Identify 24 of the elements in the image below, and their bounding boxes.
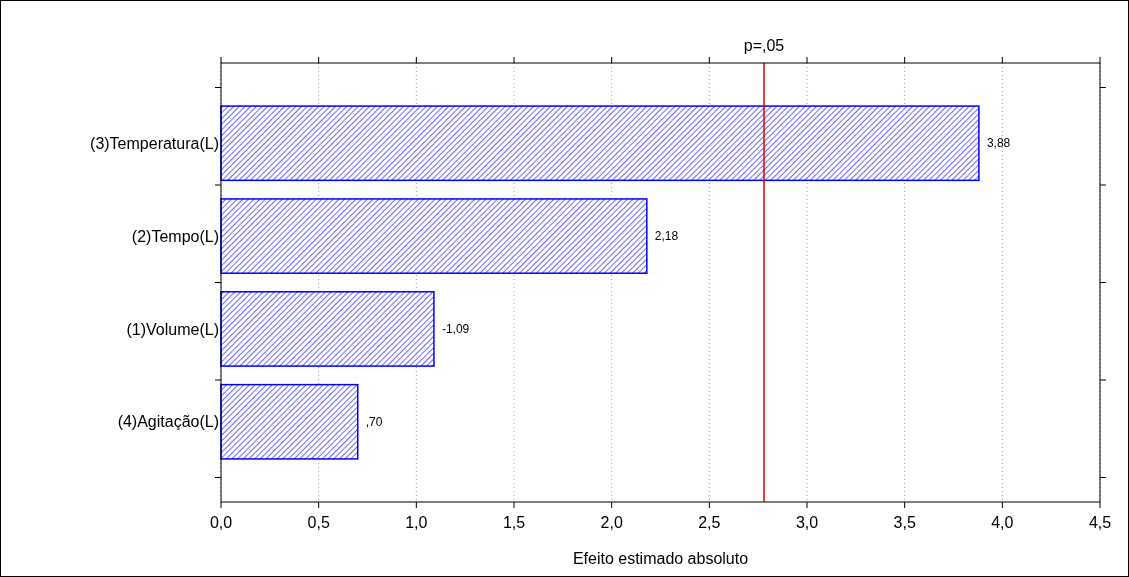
y-tick-label: (2)Tempo(L) [131,227,219,245]
x-tick-label: 0,5 [307,514,330,531]
x-tick-label: 2,0 [600,514,623,531]
x-axis-title: Efeito estimado absoluto [572,550,749,567]
x-tick-label: 4,0 [991,514,1014,531]
bar [220,383,359,460]
annotation: 2,18 [654,229,679,244]
y-tick-label: (3)Temperatura(L) [90,134,219,152]
annotation: -1,09 [441,322,470,337]
x-tick-label: 1,0 [405,514,428,531]
y-tick-label: (4)Agitação(L) [117,413,219,431]
x-tick-label: 1,5 [502,514,526,531]
x-tick-label: 3,0 [795,514,819,531]
bar [220,198,648,274]
x-tick-label: 3,5 [893,514,916,531]
x-tick-label: 4,5 [1088,514,1112,531]
bar [220,105,980,182]
ref-line-label: p=,05 [743,37,785,54]
annotation: 3,88 [986,136,1011,151]
x-tick-label: 0,0 [209,514,233,531]
y-tick-label: (1)Volume(L) [126,320,219,338]
annotation: ,70 [365,414,383,429]
x-tick-label: 2,5 [698,514,721,531]
bar [220,291,435,367]
